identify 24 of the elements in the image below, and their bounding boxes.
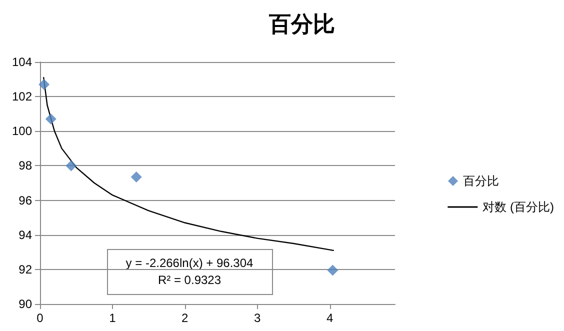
y-tick-label: 94: [18, 228, 32, 242]
point: [66, 160, 77, 172]
line-series: [43, 76, 334, 252]
x-tick-label: 4: [326, 311, 334, 325]
x-tick-label: 0: [36, 311, 44, 325]
y-tick-label: 102: [12, 90, 32, 104]
point: [327, 264, 338, 276]
y-tick-label: 90: [18, 297, 32, 311]
y-tick-label: 104: [12, 55, 32, 69]
x-tick-label: 1: [109, 311, 116, 325]
y-tick-label: 98: [18, 158, 32, 173]
annotation: R² = 0.9323: [158, 273, 222, 287]
x-tick-label: 3: [254, 311, 262, 325]
legend-label: 百分比: [463, 174, 499, 188]
x-tick-label: 2: [182, 311, 189, 325]
point: [38, 78, 50, 90]
y-tick-label: 100: [12, 124, 32, 138]
point: [130, 171, 142, 182]
point: [45, 114, 56, 125]
y-tick-label: 92: [18, 262, 32, 276]
chart-title: 百分比: [268, 12, 335, 36]
y-tick-label: 96: [18, 193, 32, 208]
legend-label: 对数 (百分比): [482, 200, 554, 214]
annotation: y = -2.266ln(x) + 96.304: [126, 256, 254, 270]
